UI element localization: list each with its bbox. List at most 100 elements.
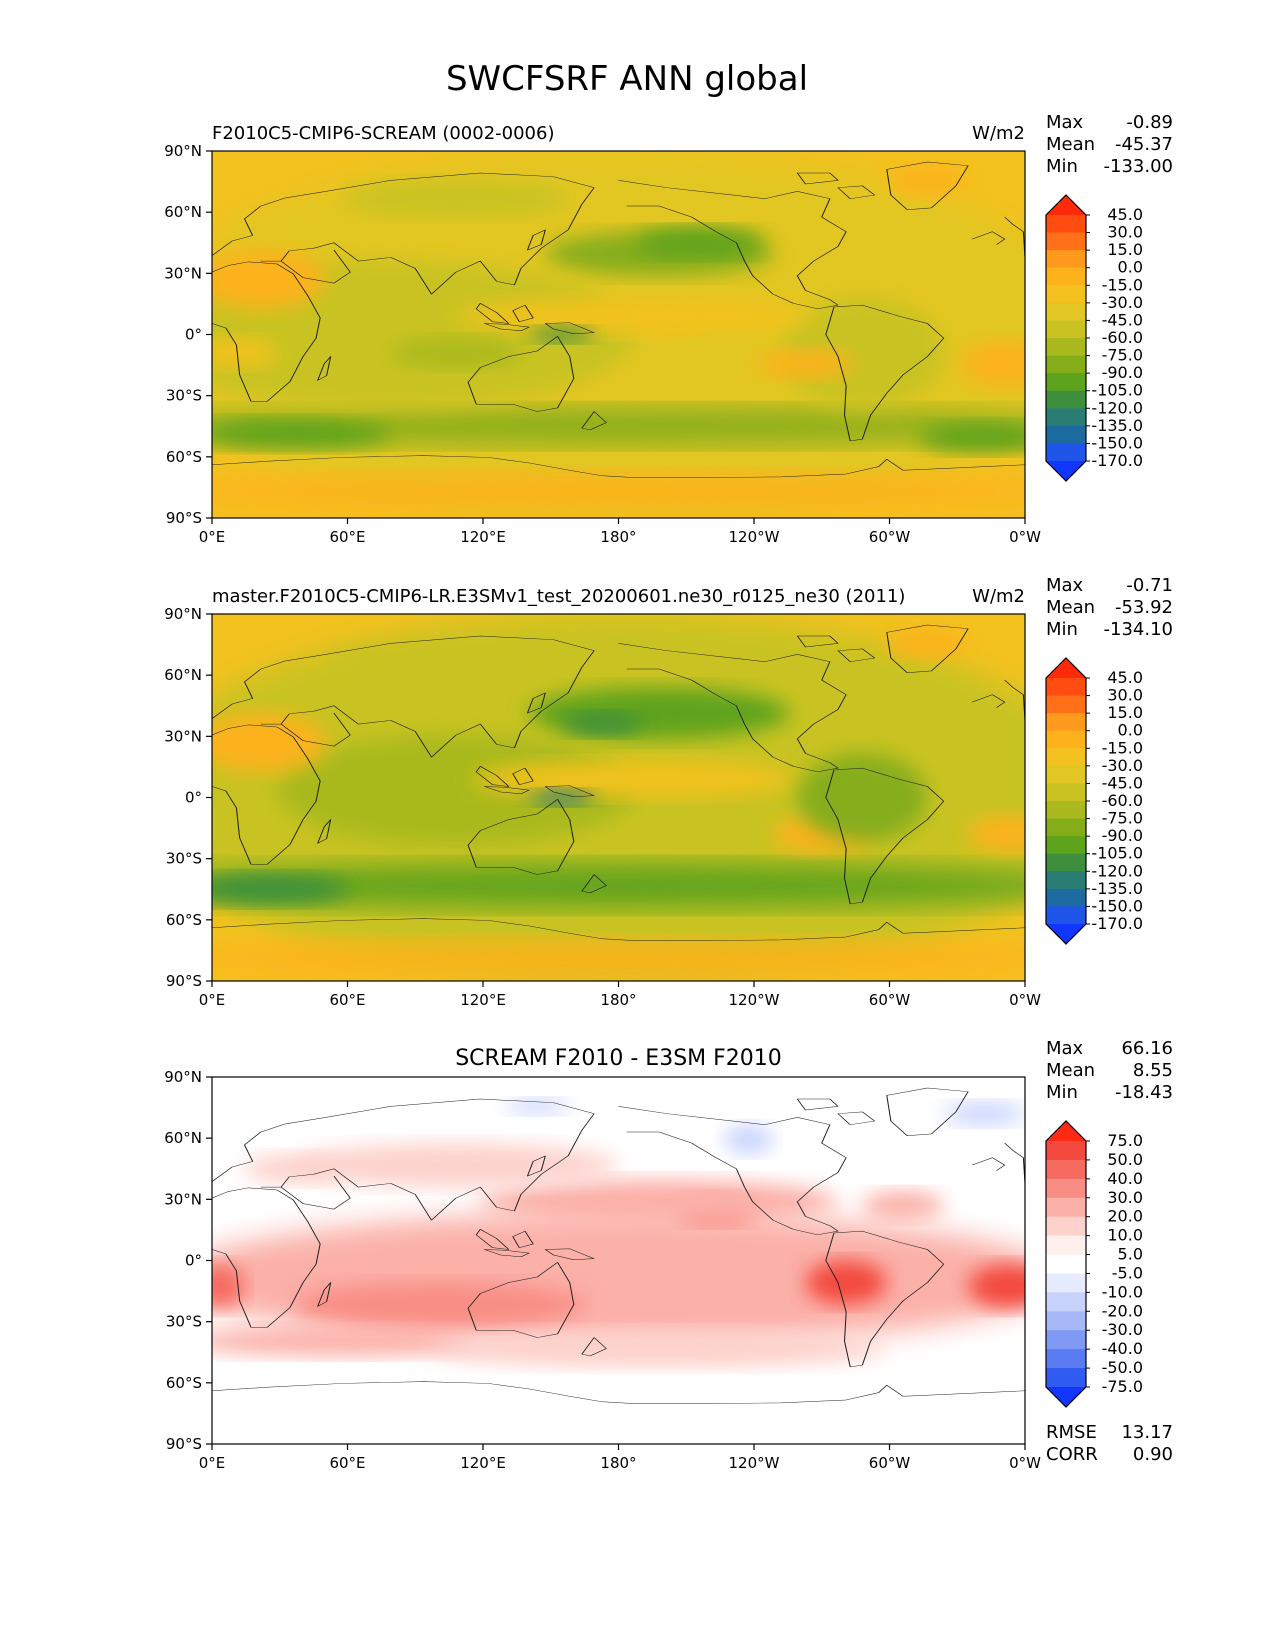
x-tick-label: 60°E xyxy=(329,1454,365,1472)
y-tick-label: 60°N xyxy=(164,1129,202,1147)
colorbar-tick-label: -60.0 xyxy=(1102,791,1143,810)
field-blob xyxy=(504,1099,570,1114)
colorbar-tick-label: -30.0 xyxy=(1102,756,1143,775)
stat-value: -18.43 xyxy=(1115,1082,1173,1103)
y-tick-label: 60°S xyxy=(166,1374,202,1392)
field-blob xyxy=(919,422,1025,452)
field-blob xyxy=(561,713,643,736)
colorbar-segment xyxy=(1046,1159,1086,1180)
x-tick-label: 0°W xyxy=(1009,1454,1041,1472)
colorbar-segment xyxy=(1046,1141,1086,1161)
colorbar-extend-bottom xyxy=(1046,1387,1086,1407)
field-blob xyxy=(212,1264,245,1309)
colorbar-tick-label: 50.0 xyxy=(1107,1150,1143,1169)
colorbar-extend-top xyxy=(1046,658,1086,678)
colorbar-tick-label: 0.0 xyxy=(1118,258,1143,277)
stat-value: 66.16 xyxy=(1121,1038,1173,1059)
colorbar-tick-label: -135.0 xyxy=(1091,879,1143,898)
colorbar-segment xyxy=(1046,1254,1086,1274)
field-blob xyxy=(634,228,765,258)
field-blob xyxy=(968,815,1025,853)
metric-label: RMSE xyxy=(1046,1422,1097,1443)
colorbar-segment xyxy=(1046,853,1086,872)
colorbar-tick-label: -135.0 xyxy=(1091,416,1143,435)
field-blob xyxy=(293,1282,586,1327)
colorbar-segment xyxy=(1046,390,1086,409)
x-tick-label: 120°W xyxy=(729,991,780,1009)
colorbar-tick-label: -150.0 xyxy=(1091,433,1143,452)
colorbar-tick-label: -60.0 xyxy=(1102,328,1143,347)
field-blob xyxy=(333,643,578,681)
field-blob xyxy=(968,1264,1025,1309)
field-image xyxy=(212,614,1025,981)
colorbar-tick-label: 40.0 xyxy=(1107,1169,1143,1188)
y-tick-label: 0° xyxy=(185,789,202,807)
colorbar-segment xyxy=(1046,1368,1086,1388)
x-tick-label: 0°E xyxy=(199,1454,226,1472)
field-blob xyxy=(212,473,1025,511)
colorbar-segment xyxy=(1046,215,1086,234)
colorbar-extend-bottom xyxy=(1046,461,1086,481)
colorbar-segment xyxy=(1046,730,1086,749)
x-tick-label: 0°W xyxy=(1009,528,1041,546)
y-tick-label: 30°N xyxy=(164,264,202,282)
colorbar-tick-label: 15.0 xyxy=(1107,703,1143,722)
panel-title-left: master.F2010C5-CMIP6-LR.E3SMv1_test_2020… xyxy=(212,586,905,607)
y-tick-label: 60°N xyxy=(164,666,202,684)
x-tick-label: 60°E xyxy=(329,991,365,1009)
colorbar-segment xyxy=(1046,1197,1086,1218)
colorbar-tick-label: -120.0 xyxy=(1091,861,1143,880)
y-tick-label: 60°S xyxy=(166,448,202,466)
stat-label: Max xyxy=(1046,1038,1084,1059)
stat-label: Mean xyxy=(1046,1060,1095,1081)
field-blob xyxy=(862,1190,944,1221)
colorbar: 45.030.015.00.0-15.0-30.0-45.0-60.0-75.0… xyxy=(1045,194,1143,482)
field-image xyxy=(212,151,1025,518)
colorbar-tick-label: 0.0 xyxy=(1118,721,1143,740)
x-tick-label: 120°E xyxy=(460,528,506,546)
colorbar-tick-label: 10.0 xyxy=(1107,1226,1143,1245)
colorbar-tick-label: 75.0 xyxy=(1107,1131,1143,1150)
field-blob xyxy=(529,790,595,805)
colorbar-segment xyxy=(1046,783,1086,802)
colorbar-segment xyxy=(1046,425,1086,444)
y-tick-label: 90°N xyxy=(164,142,202,160)
colorbar-tick-label: 5.0 xyxy=(1118,1245,1143,1264)
field-blob xyxy=(212,713,326,772)
colorbar-tick-label: -30.0 xyxy=(1102,1320,1143,1339)
stat-value: -0.71 xyxy=(1126,575,1173,596)
colorbar-segment xyxy=(1046,836,1086,855)
colorbar-segment xyxy=(1046,801,1086,820)
field-blob xyxy=(529,327,595,342)
colorbar-segment xyxy=(1046,232,1086,251)
colorbar-tick-label: 30.0 xyxy=(1107,223,1143,242)
field-blob xyxy=(959,341,1025,386)
x-tick-label: 0°W xyxy=(1009,991,1041,1009)
field-blob xyxy=(212,874,351,904)
field-image xyxy=(212,1077,1025,1444)
colorbar-segment xyxy=(1046,695,1086,714)
colorbar-tick-label: -50.0 xyxy=(1102,1358,1143,1377)
field-blob xyxy=(342,180,570,218)
x-tick-label: 120°E xyxy=(460,1454,506,1472)
colorbar-tick-label: -90.0 xyxy=(1102,826,1143,845)
colorbar-segment xyxy=(1046,408,1086,427)
colorbar-tick-label: 45.0 xyxy=(1107,668,1143,687)
field-blob xyxy=(805,1260,887,1305)
colorbar-segment xyxy=(1046,443,1086,462)
stat-value: -134.10 xyxy=(1104,619,1173,640)
field-blob xyxy=(212,338,278,368)
field-blob xyxy=(277,735,635,846)
y-tick-label: 60°S xyxy=(166,911,202,929)
colorbar-tick-label: -120.0 xyxy=(1091,398,1143,417)
colorbar-tick-label: -30.0 xyxy=(1102,293,1143,312)
colorbar-tick-label: -15.0 xyxy=(1102,738,1143,757)
colorbar-segment xyxy=(1046,713,1086,732)
y-tick-label: 0° xyxy=(185,326,202,344)
colorbar-extend-top xyxy=(1046,195,1086,215)
field-blob xyxy=(797,753,928,842)
stat-label: Min xyxy=(1046,156,1078,177)
x-tick-label: 60°E xyxy=(329,528,365,546)
colorbar-tick-label: -20.0 xyxy=(1102,1301,1143,1320)
colorbar-segment xyxy=(1046,267,1086,286)
